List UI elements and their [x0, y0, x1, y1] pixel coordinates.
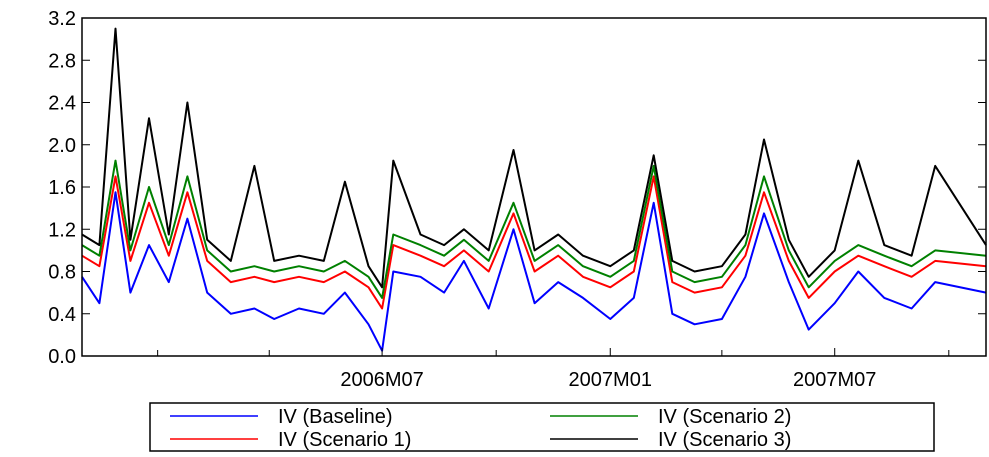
x-tick-label: 2006M07 [340, 369, 423, 391]
series-layer [81, 27, 987, 352]
legend-label: IV (Scenario 1) [278, 429, 411, 451]
y-tick-label: 2.4 [48, 93, 76, 115]
y-tick-label: 2.0 [48, 135, 76, 157]
y-tick-label: 0.4 [48, 304, 76, 326]
y-tick-label: 0.0 [48, 346, 76, 368]
y-tick-label: 0.8 [48, 262, 76, 284]
legend: IV (Baseline)IV (Scenario 1) IV (Scenario… [149, 402, 935, 452]
x-tick-label: 2007M01 [569, 369, 652, 391]
legend-label: IV (Baseline) [278, 406, 393, 428]
x-axis: 2006M07 2007M01 2007M07 [157, 348, 950, 391]
legend-label: IV (Scenario 3) [658, 429, 791, 451]
series-line-3 [81, 159, 987, 299]
series-line-4 [81, 27, 987, 289]
y-tick-label: 1.2 [48, 219, 76, 241]
y-tick-label: 2.8 [48, 50, 76, 72]
series-line-2 [81, 175, 987, 310]
x-tick-label: 2007M07 [793, 369, 876, 391]
y-tick-label: 3.2 [48, 8, 76, 30]
y-axis: 0.0 0.4 0.8 1.2 1.6 2.0 2.4 2.8 3.2 [48, 8, 986, 368]
legend-label: IV (Scenario 2) [658, 406, 791, 428]
y-tick-label: 1.6 [48, 177, 76, 199]
legend-box [149, 402, 935, 452]
series-line-1 [81, 191, 987, 352]
